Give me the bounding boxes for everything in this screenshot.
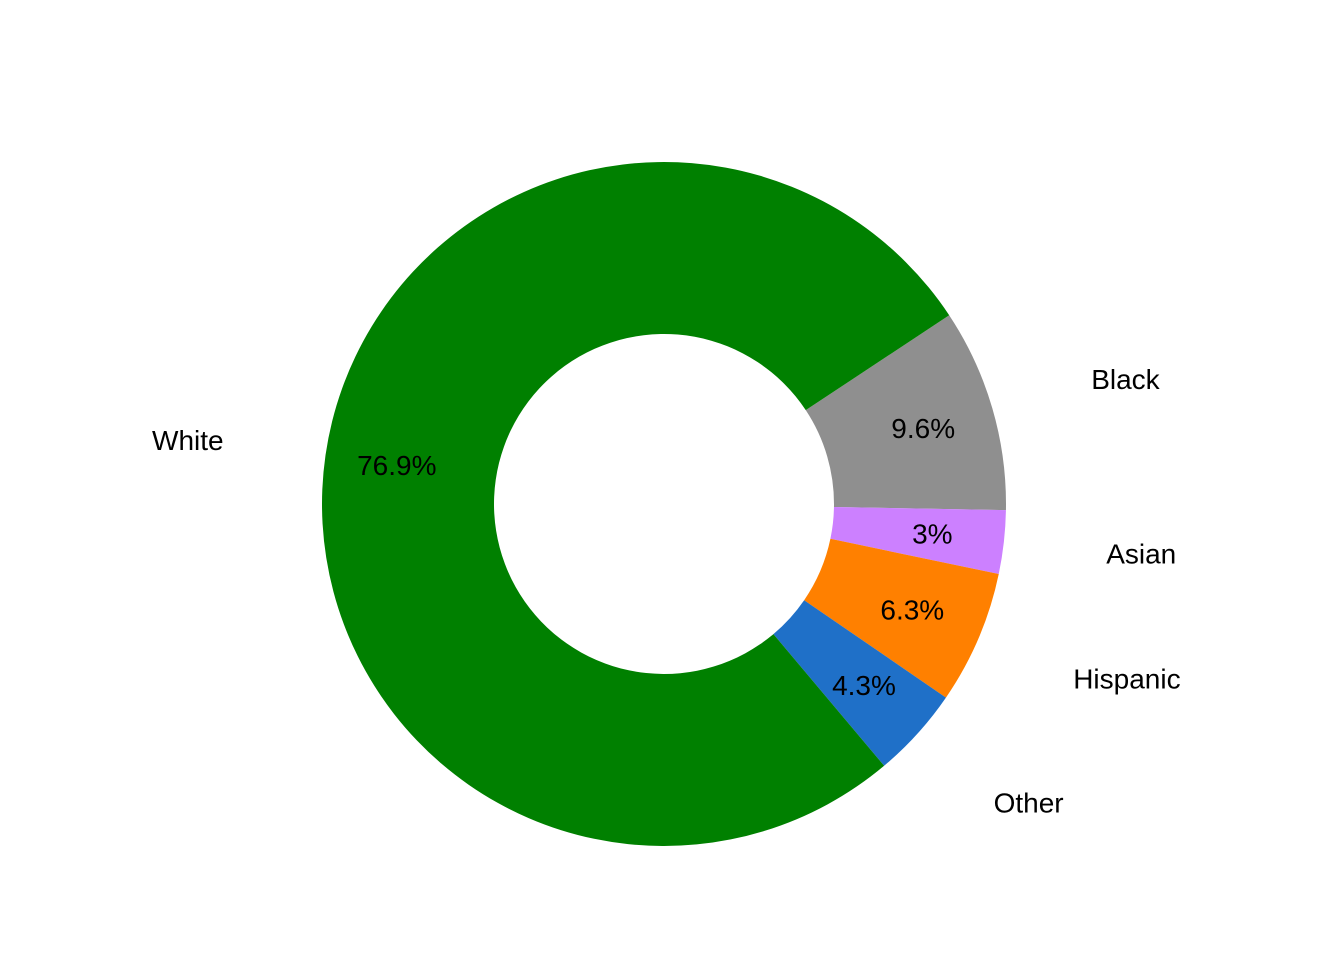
percent-label-black: 9.6% [891,413,955,444]
category-label-hispanic: Hispanic [1073,663,1180,694]
slice-black [805,315,1007,511]
percent-label-asian: 3% [912,519,952,550]
slice-asian [830,507,1006,575]
percent-label-white: 76.9% [357,450,436,481]
percent-labels-group: 9.6% 3% 6.3% 4.3% 76.9% [357,413,955,701]
category-label-asian: Asian [1106,538,1176,569]
percent-label-hispanic: 6.3% [880,595,944,626]
percent-label-other: 4.3% [832,670,896,701]
slices-group [322,161,1007,846]
slice-white [322,161,950,846]
category-label-black: Black [1091,364,1160,395]
slice-other [773,600,946,766]
slice-hispanic [804,538,999,698]
category-labels-group: Black Asian Hispanic Other White [152,364,1181,818]
category-label-other: Other [994,787,1064,818]
category-label-white: White [152,425,224,456]
